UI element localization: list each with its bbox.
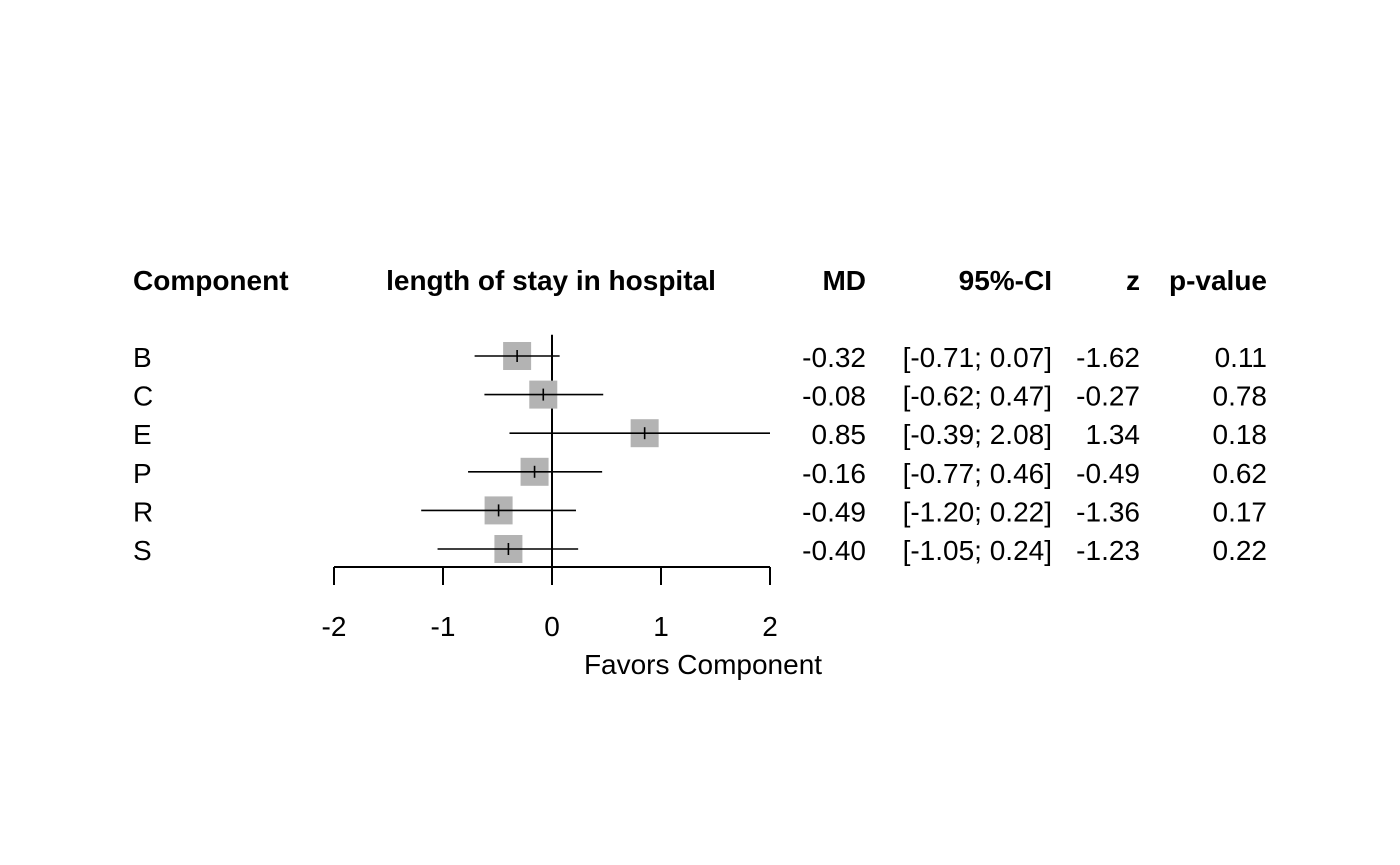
md-value-e: 0.85 <box>812 419 867 450</box>
table-row: S -0.40 [-1.05; 0.24] -1.23 0.22 <box>133 535 1267 566</box>
x-axis: -2 -1 0 1 2 <box>322 566 778 642</box>
x-tick-label: 1 <box>653 611 669 642</box>
table-row: R -0.49 [-1.20; 0.22] -1.36 0.17 <box>133 496 1267 527</box>
p-value-p: 0.62 <box>1213 458 1268 489</box>
x-tick-label: 0 <box>544 611 560 642</box>
header-outcome: length of stay in hospital <box>386 265 716 296</box>
z-value-r: -1.36 <box>1076 496 1140 527</box>
row-label-e: E <box>133 419 152 450</box>
table-row: B -0.32 [-0.71; 0.07] -1.62 0.11 <box>133 342 1267 373</box>
row-label-b: B <box>133 342 152 373</box>
row-label-r: R <box>133 496 153 527</box>
header-p-value: p-value <box>1169 265 1267 296</box>
z-value-e: 1.34 <box>1086 419 1141 450</box>
p-value-b: 0.11 <box>1215 342 1267 373</box>
md-value-b: -0.32 <box>802 342 866 373</box>
header-component: Component <box>133 265 289 296</box>
x-tick-label: -1 <box>431 611 456 642</box>
z-value-p: -0.49 <box>1076 458 1140 489</box>
header-z: z <box>1126 265 1140 296</box>
z-value-c: -0.27 <box>1076 381 1140 412</box>
z-value-b: -1.62 <box>1076 342 1140 373</box>
table-row: C -0.08 [-0.62; 0.47] -0.27 0.78 <box>133 380 1268 412</box>
md-value-s: -0.40 <box>802 535 866 566</box>
ci-value-c: [-0.62; 0.47] <box>903 381 1052 412</box>
ci-value-p: [-0.77; 0.46] <box>903 458 1052 489</box>
ci-value-e: [-0.39; 2.08] <box>903 419 1052 450</box>
x-tick-label: -2 <box>322 611 347 642</box>
p-value-r: 0.17 <box>1213 496 1268 527</box>
table-row: P -0.16 [-0.77; 0.46] -0.49 0.62 <box>133 457 1268 489</box>
md-value-r: -0.49 <box>802 496 866 527</box>
p-value-s: 0.22 <box>1213 535 1268 566</box>
rows-layer: B -0.32 [-0.71; 0.07] -1.62 0.11 C -0.08 [-0.62… <box>133 334 1268 571</box>
header-ci: 95%-CI <box>959 265 1052 296</box>
z-value-s: -1.23 <box>1076 535 1140 566</box>
table-row: E 0.85 [-0.39; 2.08] 1.34 0.18 <box>133 419 1267 450</box>
md-value-c: -0.08 <box>802 381 866 412</box>
header-md: MD <box>822 265 866 296</box>
row-label-s: S <box>133 535 152 566</box>
x-tick-label: 2 <box>762 611 778 642</box>
row-label-p: P <box>133 458 152 489</box>
p-value-e: 0.18 <box>1213 419 1268 450</box>
ci-value-s: [-1.05; 0.24] <box>903 535 1052 566</box>
ci-value-b: [-0.71; 0.07] <box>903 342 1052 373</box>
md-value-p: -0.16 <box>802 458 866 489</box>
row-label-c: C <box>133 381 153 412</box>
x-axis-label: Favors Component <box>584 649 822 680</box>
p-value-c: 0.78 <box>1213 381 1268 412</box>
ci-value-r: [-1.20; 0.22] <box>903 496 1052 527</box>
